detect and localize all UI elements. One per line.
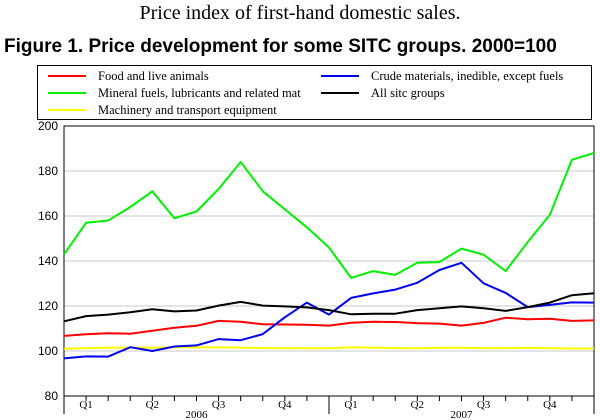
x-quarter-label-7: Q3 (477, 399, 491, 411)
series-line-machinery-and-transport-equipment (63, 346, 594, 350)
x-quarter-label-5: Q1 (344, 399, 357, 411)
legend-label-food: Food and live animals (98, 68, 209, 83)
legend-swatch-food (48, 75, 86, 77)
legend-label-crude-materials: Crude materials, inedible, except fuels (371, 68, 564, 83)
x-quarter-label-6: Q2 (411, 399, 424, 411)
x-quarter-label-8: Q4 (543, 399, 557, 411)
legend-label-mineral-fuels: Mineral fuels, lubricants and related ma… (98, 85, 301, 100)
y-tick-label-140: 140 (38, 254, 58, 268)
y-tick-label-180: 180 (38, 164, 58, 178)
y-tick-label-120: 120 (38, 299, 58, 313)
legend-swatch-machinery (48, 109, 86, 111)
series-line-crude-materials-inedible-except-fuels (63, 261, 595, 360)
y-tick-label-160: 160 (38, 209, 58, 223)
series-line-food-and-live-animals (63, 316, 595, 337)
y-tick-label-200: 200 (38, 119, 58, 133)
x-quarter-label-3: Q3 (212, 399, 226, 411)
legend-label-all-sitc: All sitc groups (371, 85, 445, 100)
legend-item-food: Food and live animals (48, 68, 209, 84)
legend-item-machinery: Machinery and transport equipment (48, 102, 277, 118)
x-quarter-label-4: Q4 (278, 399, 292, 411)
legend-swatch-all-sitc (321, 92, 359, 94)
series-line-mineral-fuels-lubricants-and-related-mat (63, 152, 595, 279)
legend-item-mineral-fuels: Mineral fuels, lubricants and related ma… (48, 85, 301, 101)
x-year-label-2007: 2007 (451, 409, 474, 420)
legend-swatch-mineral-fuels (48, 92, 86, 94)
y-tick-label-100: 100 (38, 344, 58, 358)
series-line-all-sitc-groups (63, 292, 595, 323)
x-quarter-label-1: Q1 (79, 399, 92, 411)
chart-legend: Food and live animals Mineral fuels, lub… (37, 65, 592, 120)
legend-item-crude-materials: Crude materials, inedible, except fuels (321, 68, 563, 84)
legend-item-all-sitc: All sitc groups (321, 85, 445, 101)
chart-subtitle: Price index of first-hand domestic sales… (139, 2, 461, 24)
x-year-label-2006: 2006 (186, 409, 209, 420)
legend-label-machinery: Machinery and transport equipment (98, 102, 277, 117)
y-tick-label-80: 80 (45, 389, 59, 403)
x-quarter-label-2: Q2 (146, 399, 159, 411)
legend-swatch-crude-materials (321, 75, 359, 77)
chart-title: Figure 1. Price development for some SIT… (4, 36, 557, 57)
